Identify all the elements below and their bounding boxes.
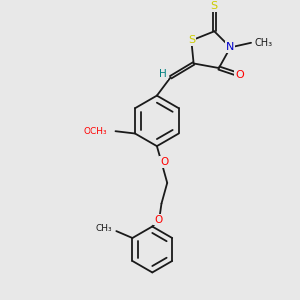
Text: H: H (160, 69, 167, 79)
Text: O: O (160, 157, 168, 167)
Text: OCH₃: OCH₃ (84, 127, 107, 136)
Text: CH₃: CH₃ (95, 224, 112, 233)
Text: O: O (154, 214, 162, 225)
Text: N: N (226, 42, 235, 52)
Text: CH₃: CH₃ (254, 38, 273, 48)
Text: S: S (211, 1, 218, 11)
Text: S: S (188, 35, 195, 46)
Text: O: O (235, 70, 244, 80)
